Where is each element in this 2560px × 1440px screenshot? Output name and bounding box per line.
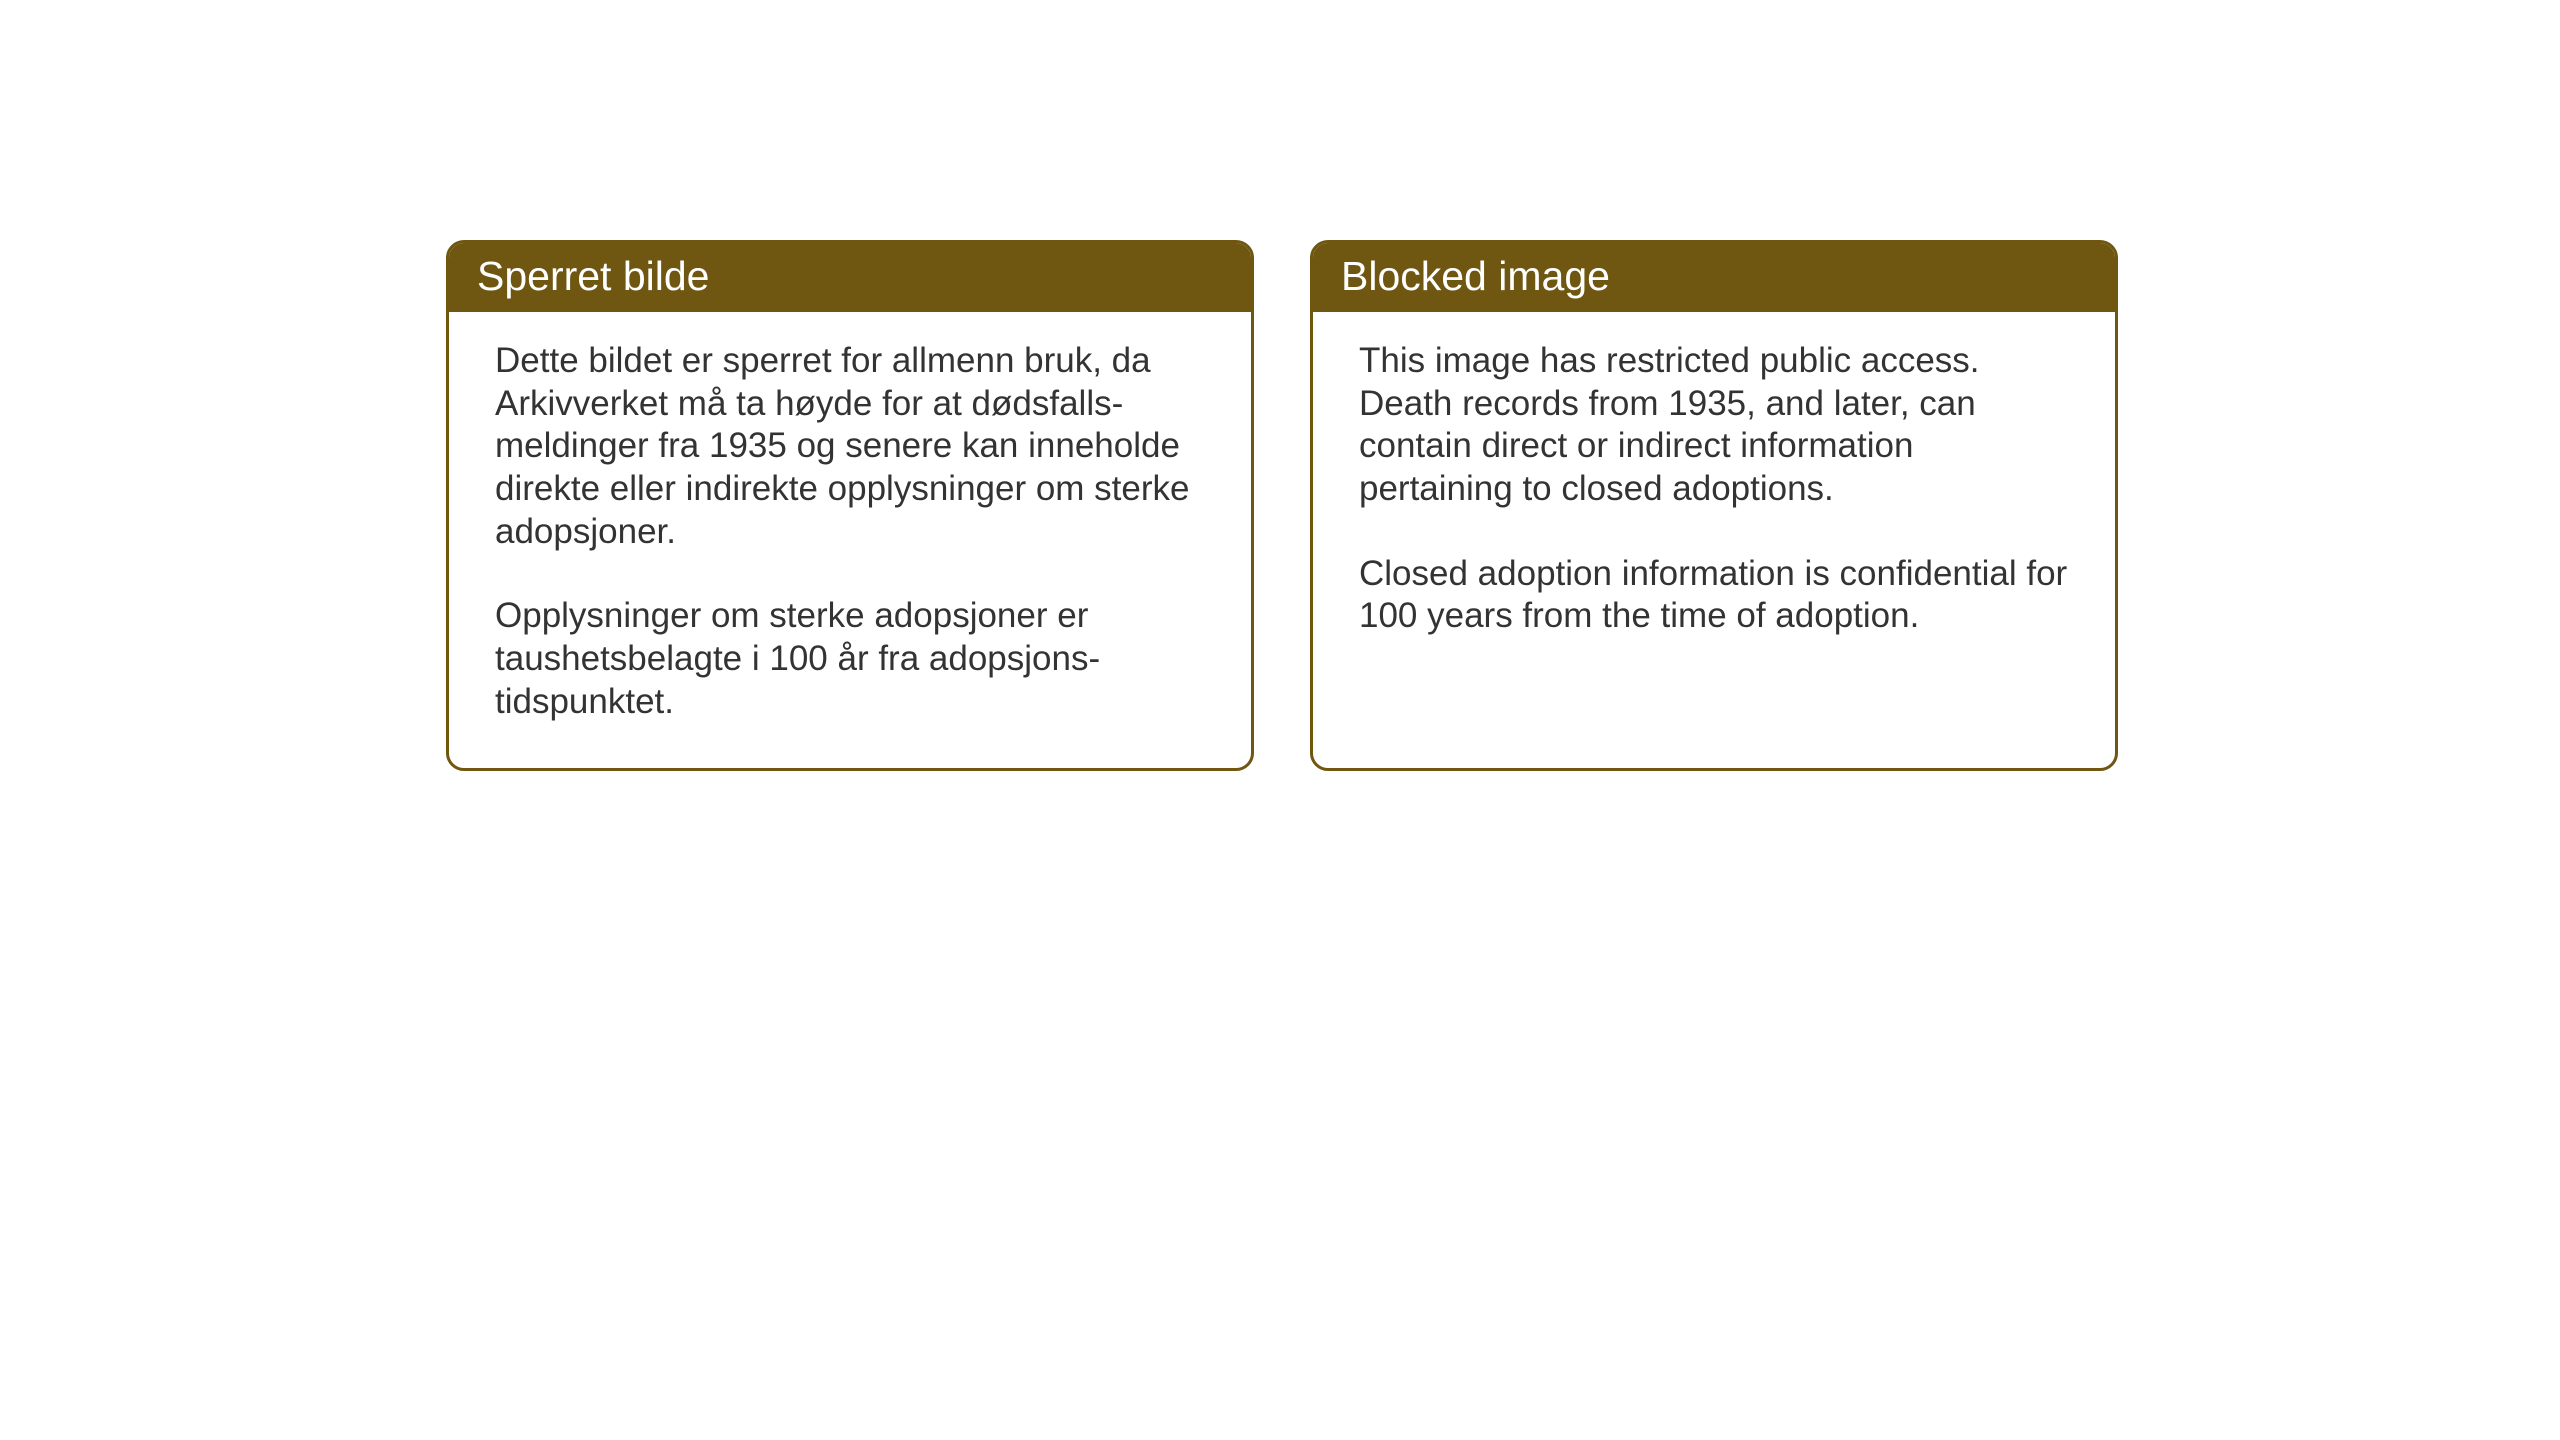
card-norwegian-paragraph-1: Dette bildet er sperret for allmenn bruk… <box>495 340 1205 553</box>
card-norwegian-body: Dette bildet er sperret for allmenn bruk… <box>449 312 1251 768</box>
card-english-paragraph-1: This image has restricted public access.… <box>1359 340 2069 511</box>
card-english-header: Blocked image <box>1313 243 2115 312</box>
card-norwegian: Sperret bilde Dette bildet er sperret fo… <box>446 240 1254 771</box>
card-norwegian-paragraph-2: Opplysninger om sterke adopsjoner er tau… <box>495 595 1205 723</box>
card-norwegian-header: Sperret bilde <box>449 243 1251 312</box>
card-english-paragraph-2: Closed adoption information is confident… <box>1359 553 2069 638</box>
cards-container: Sperret bilde Dette bildet er sperret fo… <box>446 240 2118 771</box>
card-english-body: This image has restricted public access.… <box>1313 312 2115 682</box>
card-english: Blocked image This image has restricted … <box>1310 240 2118 771</box>
